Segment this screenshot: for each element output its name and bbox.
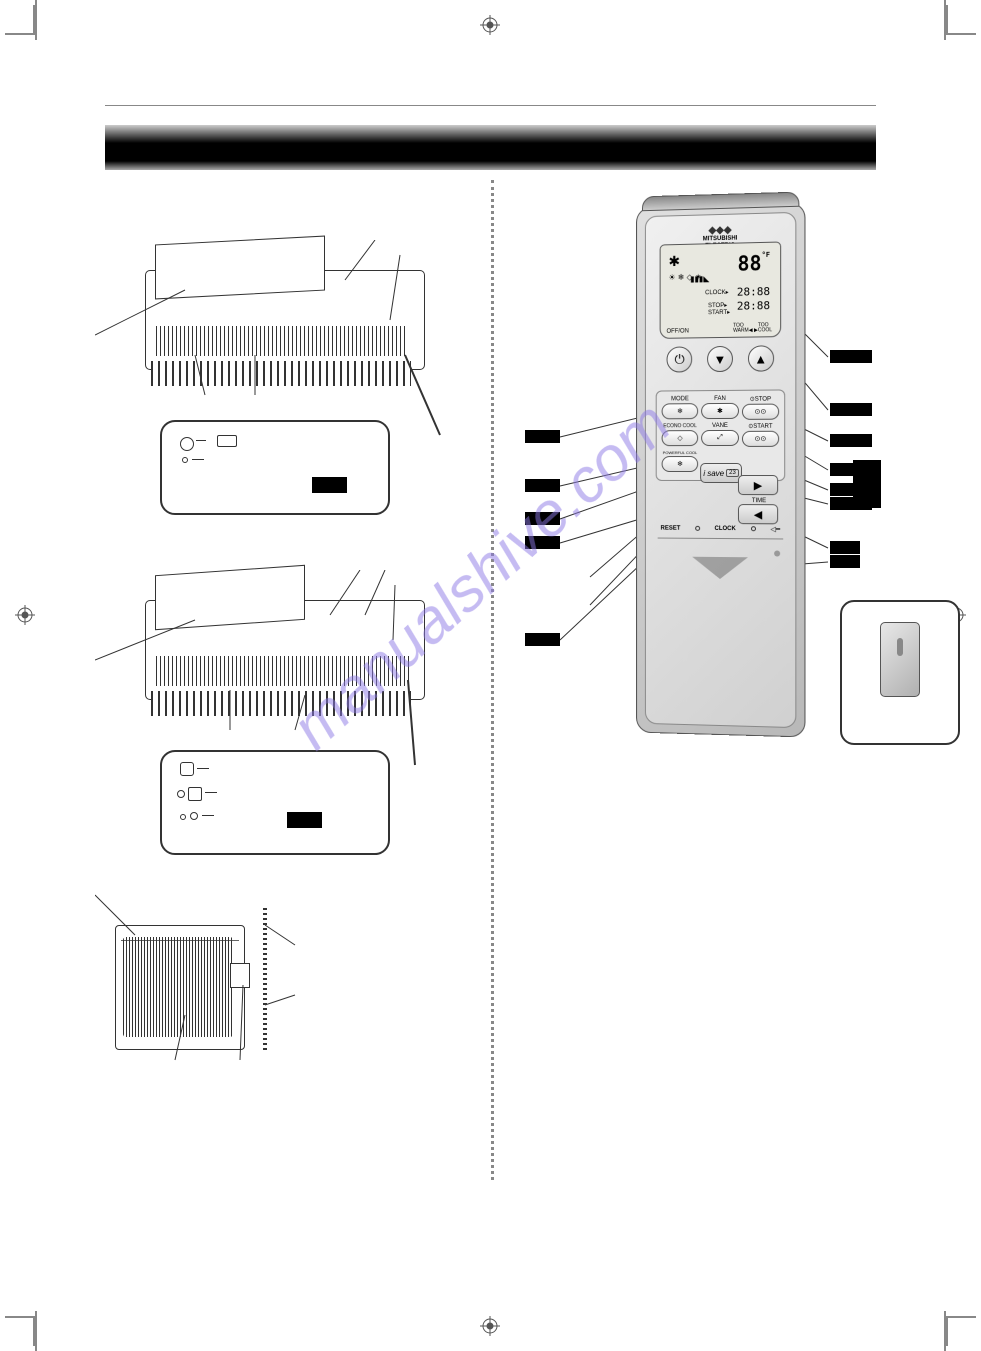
stop-button[interactable]: ⊙⊙	[742, 404, 780, 420]
indoor-unit-grille-2	[156, 656, 411, 686]
powerful-label: POWERFUL COOL	[662, 450, 699, 455]
display-callout-2	[160, 750, 390, 855]
reset-clock-row: RESET CLOCK ◁━	[661, 521, 781, 537]
mode-label: MODE	[662, 396, 699, 402]
crop-mark-bl	[5, 1316, 35, 1346]
outdoor-fan-grille	[123, 937, 233, 1037]
outdoor-unit-diagram	[105, 905, 285, 1055]
outdoor-valve-cover	[230, 963, 250, 988]
button-row-2: ECONO COOL ◇ VANE ⤢ ⊙START ⊙⊙	[662, 423, 780, 447]
lcd-timer: 28:88	[737, 299, 770, 313]
crop-mark-bl-vert	[35, 1311, 50, 1351]
remote-label-tag	[525, 430, 560, 443]
remote-label-tag	[830, 434, 872, 447]
fan-button[interactable]: ✱	[701, 403, 738, 419]
crop-mark-tr	[946, 5, 976, 35]
registration-mark-top	[480, 15, 500, 35]
reset-pinhole[interactable]	[695, 526, 700, 531]
indoor-unit-vane	[151, 361, 411, 386]
remote-label-tag	[830, 403, 872, 416]
powerful-cool-button[interactable]: ❄	[662, 456, 699, 472]
time-forward-button[interactable]: ▶	[738, 475, 778, 495]
callout-tag	[312, 477, 347, 493]
indoor-unit-diagram-2	[145, 570, 435, 720]
callout-tag-2	[287, 812, 322, 828]
outdoor-pipe	[263, 905, 267, 1050]
start-label: ⊙START	[742, 423, 780, 430]
indoor-unit-front-panel-2	[155, 565, 305, 630]
button-row-1: MODE ❄ FAN ✱ ⊙STOP ⊙⊙	[662, 396, 780, 421]
remote-label-tag	[830, 350, 872, 363]
remote-label-tag	[525, 633, 560, 646]
remote-holder-callout	[840, 600, 960, 745]
clock-label: CLOCK	[715, 525, 736, 531]
column-divider	[491, 180, 494, 1180]
crop-mark-tl-vert	[35, 0, 50, 40]
indoor-unit-grille	[156, 326, 406, 356]
brand-diamonds: ◆◆◆	[703, 225, 738, 237]
indoor-unit-front-panel	[155, 236, 325, 300]
remote-holder	[880, 622, 920, 697]
lcd-temperature: 88°F	[737, 251, 770, 276]
lcd-fan-icon: ✱	[668, 253, 680, 270]
remote-cover-line	[658, 538, 784, 540]
mode-button[interactable]: ❄	[662, 403, 699, 419]
remote-label-tag	[830, 541, 860, 554]
remote-cover-indicator-icon	[692, 557, 748, 580]
left-column	[105, 190, 485, 1055]
clock-pinhole[interactable]	[751, 526, 756, 531]
remote-controller: ◆◆◆ MITSUBISHI ELECTRIC ✱ 88°F ☀ ❄ ◇ ✶ ▮…	[636, 203, 805, 738]
isave-button[interactable]: i save 23	[700, 463, 742, 483]
power-button[interactable]: ⏻	[667, 346, 693, 372]
remote-label-tag	[830, 555, 860, 568]
time-button-section: ▶ TIME ◀	[738, 475, 780, 527]
remote-main-button-row: ⏻ ▼ ▲	[660, 342, 782, 375]
lcd-warm-cool-label: TOOWARM◀ ▶TOOCOOL	[733, 323, 772, 334]
display-callout-1	[160, 420, 390, 515]
remote-body: ◆◆◆ MITSUBISHI ELECTRIC ✱ 88°F ☀ ❄ ◇ ✶ ▮…	[645, 212, 796, 728]
crop-mark-br-vert	[931, 1311, 946, 1351]
indoor-unit-vane-2	[151, 691, 411, 716]
crop-mark-tl	[5, 5, 35, 35]
section-header-bar	[105, 125, 876, 170]
vane-label: VANE	[701, 423, 738, 429]
econo-label: ECONO COOL	[662, 423, 699, 429]
temp-up-button[interactable]: ▲	[748, 345, 774, 371]
remote-label-tag	[525, 512, 560, 525]
indoor-unit-diagram-1	[145, 240, 435, 390]
remote-indicator-dot	[774, 550, 780, 556]
remote-label-tag	[830, 463, 872, 476]
remote-top-edge	[642, 192, 799, 212]
header-rule	[105, 105, 876, 106]
remote-label-tag	[830, 483, 858, 496]
remote-label-tag	[525, 479, 560, 492]
fan-label: FAN	[701, 396, 738, 402]
registration-mark-bottom	[480, 1316, 500, 1336]
page-content: ◆◆◆ MITSUBISHI ELECTRIC ✱ 88°F ☀ ❄ ◇ ✶ ▮…	[60, 60, 921, 1291]
crop-mark-br	[946, 1316, 976, 1346]
temp-down-button[interactable]: ▼	[707, 346, 733, 372]
remote-lcd-display: ✱ 88°F ☀ ❄ ◇ ✶ ▮▮▮◣ 28:88 28:88 CLOCK▸ S…	[660, 241, 782, 338]
start-button[interactable]: ⊙⊙	[742, 431, 780, 447]
registration-mark-left	[15, 605, 35, 625]
vane-button[interactable]: ⤢	[701, 430, 738, 446]
lcd-clock: 28:88	[737, 285, 770, 299]
stop-label: ⊙STOP	[742, 396, 780, 403]
reset-label: RESET	[661, 525, 681, 531]
remote-label-tag	[525, 536, 560, 549]
econo-cool-button[interactable]: ◇	[662, 430, 699, 446]
lcd-off-on-label: OFF/ON	[667, 328, 689, 334]
remote-label-tag	[830, 497, 872, 510]
crop-mark-tr-vert	[931, 0, 946, 40]
right-column: ◆◆◆ MITSUBISHI ELECTRIC ✱ 88°F ☀ ❄ ◇ ✶ ▮…	[550, 190, 950, 735]
